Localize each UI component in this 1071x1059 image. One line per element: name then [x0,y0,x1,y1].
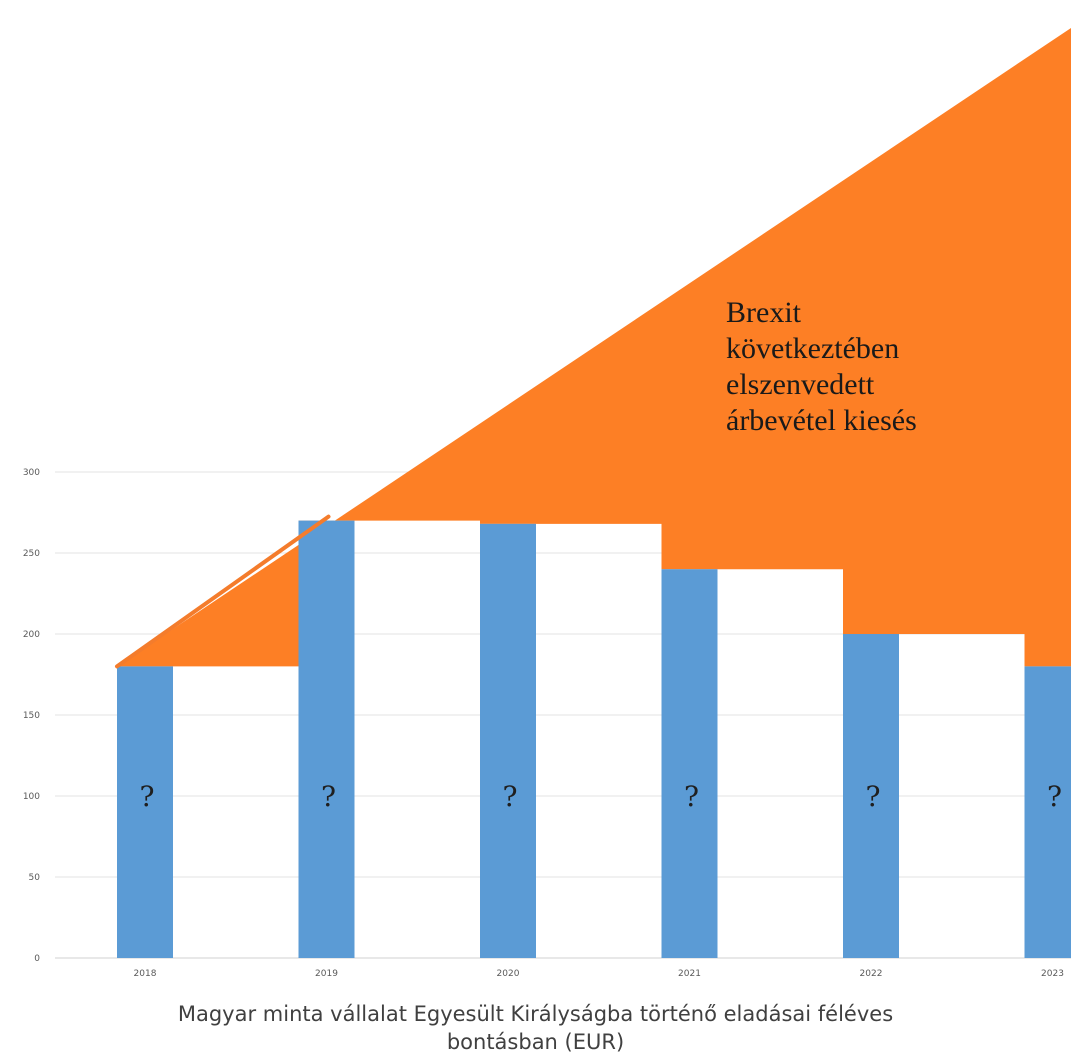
revenue-loss-area-shape [117,28,1071,667]
bar-2022 [843,634,899,958]
revenue-loss-area [117,28,1071,667]
bar-value-label: ? [865,780,880,813]
bar-value-label: ? [321,780,336,813]
bar-value-label: ? [139,780,154,813]
chart-caption: Magyar minta vállalat Egyesült Királyság… [0,1000,1071,1056]
bar-2021 [661,569,718,958]
annotation-line: árbevétel kiesés [726,404,917,437]
trend-line-group [115,514,331,669]
x-tick-label: 2023 [1041,969,1064,979]
trend-line [115,514,331,669]
caption-line-1: Magyar minta vállalat Egyesült Királyság… [177,1002,894,1026]
y-tick-label: 150 [23,711,40,721]
annotation: Brexitkövetkeztébenelszenvedettárbevétel… [726,296,917,437]
bar-2018 [117,666,173,958]
y-tick-label: 200 [23,630,40,640]
bar-value-label: ? [684,780,699,813]
x-axis-labels: 2018 2019 2020 2021 2022 2023 [134,969,1064,979]
bars [117,520,1071,958]
bar-2023 [1024,666,1071,958]
x-tick-label: 2018 [134,969,157,979]
annotation-line: Brexit [726,296,802,329]
x-tick-label: 2020 [497,969,520,979]
y-tick-label: 250 [23,549,40,559]
annotation-line: következtében [726,332,899,365]
bar-2019 [298,520,355,958]
x-tick-label: 2019 [315,969,338,979]
x-tick-label: 2021 [678,969,701,979]
bar-2020 [480,523,536,958]
annotation-line: elszenvedett [726,368,875,401]
caption-line-2: bontásban (EUR) [446,1030,625,1054]
y-tick-label: 300 [23,468,40,478]
bar-value-label: ? [1047,780,1062,813]
y-axis-ticks: 0 50 100 150 200 250 300 [23,468,40,964]
x-tick-label: 2022 [860,969,883,979]
y-tick-label: 0 [34,954,40,964]
y-tick-label: 100 [23,792,40,802]
y-tick-label: 50 [29,873,41,883]
bar-value-labels: ?????? [139,780,1062,813]
bar-value-label: ? [502,780,517,813]
